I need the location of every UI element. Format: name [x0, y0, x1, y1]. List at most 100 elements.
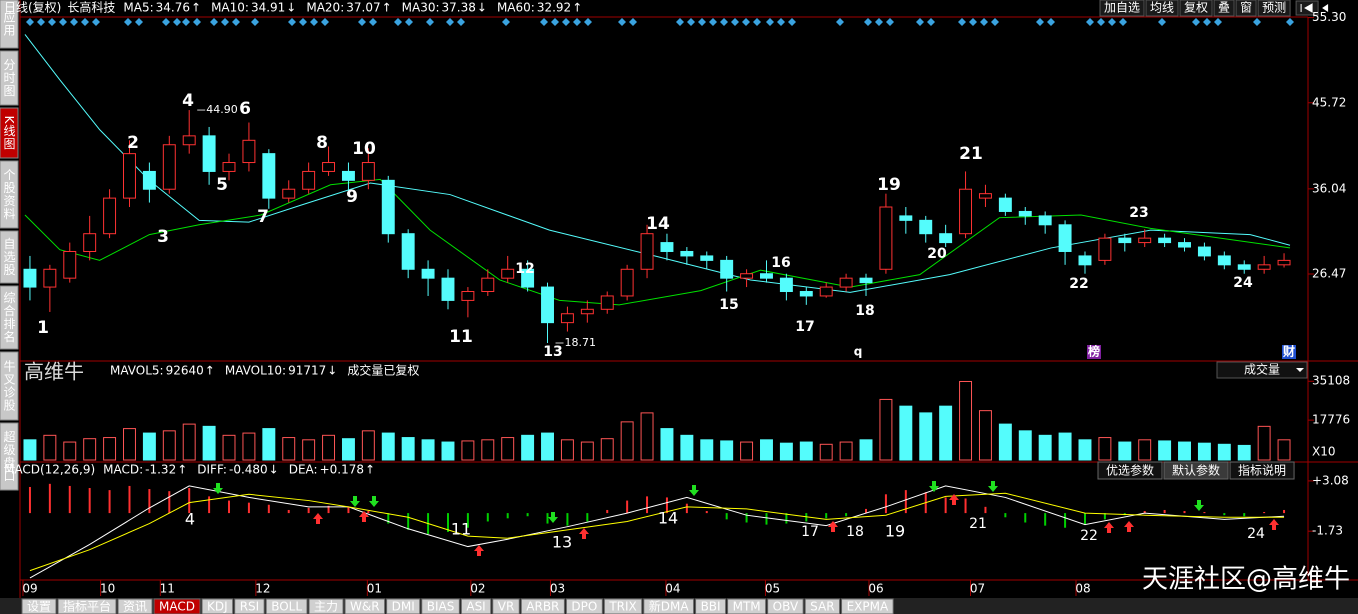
sidebar-tab[interactable]	[0, 422, 19, 491]
indicator-tab[interactable]	[117, 598, 153, 614]
indicator-tab-label[interactable]: VR	[498, 600, 515, 614]
indicator-tab-label[interactable]: DMI	[392, 600, 415, 614]
toolbar-button-label[interactable]: 叠	[1218, 1, 1230, 15]
toolbar-button-bg[interactable]	[1179, 0, 1213, 17]
indicator-tab[interactable]	[344, 598, 386, 614]
indicator-tab-label[interactable]: 新DMA	[649, 599, 690, 614]
toolbar-button-label[interactable]: 复权	[1184, 1, 1208, 15]
sidebar-tab[interactable]	[0, 107, 19, 159]
param-button[interactable]	[1163, 461, 1229, 480]
sidebar-tab[interactable]	[0, 285, 19, 350]
indicator-tab-label[interactable]: BIAS	[427, 600, 455, 614]
toolbar-button[interactable]: 加自选	[1099, 0, 1145, 17]
candle-body	[640, 233, 654, 270]
indicator-tab[interactable]	[565, 598, 603, 614]
signal-diamond	[991, 18, 999, 26]
signal-diamond	[958, 18, 966, 26]
toolbar-button[interactable]: 均线	[1145, 0, 1179, 17]
indicator-tab-label[interactable]: MTM	[733, 600, 761, 614]
toolbar-button-bg[interactable]	[1235, 0, 1257, 17]
wave-annotation: 18	[846, 524, 864, 540]
indicator-tab-label[interactable]: ARBR	[526, 600, 559, 614]
indicator-tab-label[interactable]: ASI	[466, 600, 485, 614]
toolbar-button-label[interactable]: 预测	[1262, 1, 1286, 15]
volume-bar	[998, 423, 1012, 461]
sidebar-tab[interactable]	[0, 160, 19, 229]
indicator-tab[interactable]	[57, 598, 117, 614]
indicator-tab-label[interactable]: OBV	[773, 600, 799, 614]
param-button-label[interactable]: 默认参数	[1172, 463, 1220, 478]
nav-next[interactable]	[1322, 4, 1329, 12]
indicator-tab-label[interactable]: SAR	[810, 600, 834, 614]
candle-body	[441, 277, 455, 301]
toolbar-button[interactable]: 窗	[1235, 0, 1257, 17]
indicator-tab[interactable]	[695, 598, 727, 614]
indicator-tab-label[interactable]: W&R	[350, 600, 380, 614]
indicator-tab[interactable]	[841, 598, 894, 614]
indicator-tab[interactable]	[603, 598, 643, 614]
param-button[interactable]	[1229, 461, 1295, 480]
candle-body	[103, 197, 117, 235]
indicator-tab[interactable]	[265, 598, 308, 614]
event-marker[interactable]: 榜	[1088, 344, 1100, 359]
candle-body	[839, 277, 853, 288]
indicator-tab[interactable]	[727, 598, 767, 614]
indicator-tab-label[interactable]: 主力	[314, 600, 338, 614]
indicator-tab[interactable]	[386, 598, 421, 614]
indicator-tab-label[interactable]: KDJ	[207, 600, 228, 614]
indicator-tab[interactable]	[492, 598, 520, 614]
toolbar-button-label[interactable]: 窗	[1240, 1, 1252, 15]
indicator-tab[interactable]	[153, 598, 201, 614]
candle-body	[720, 259, 734, 279]
toolbar-button-label[interactable]: 加自选	[1104, 1, 1140, 15]
indicator-tab[interactable]	[460, 598, 492, 614]
indicator-tab-label[interactable]: RSI	[240, 600, 260, 614]
toolbar-button-bg[interactable]	[1145, 0, 1179, 17]
indicator-tab[interactable]	[767, 598, 804, 614]
indicator-tab[interactable]	[520, 598, 565, 614]
sidebar-tab[interactable]	[0, 50, 19, 106]
indicator-tab[interactable]	[643, 598, 695, 614]
indicator-tab-label[interactable]: BOLL	[271, 600, 302, 614]
indicator-tab-label[interactable]: 指标平台	[63, 599, 111, 614]
sidebar-tab[interactable]	[0, 230, 19, 284]
candle-body	[1058, 224, 1072, 252]
indicator-tab-label[interactable]: EXPMA	[847, 600, 889, 614]
toolbar-button[interactable]: 叠	[1213, 0, 1235, 17]
candle-body	[341, 170, 355, 181]
indicator-tab[interactable]	[234, 598, 265, 614]
event-marker[interactable]: 财	[1282, 344, 1295, 359]
indicator-tab-label[interactable]: TRIX	[608, 600, 636, 614]
toolbar-button-bg[interactable]	[1257, 0, 1291, 17]
candle-body	[1217, 255, 1231, 266]
indicator-tab-label[interactable]: BBI	[701, 600, 721, 614]
sidebar-tab[interactable]	[0, 0, 19, 49]
event-marker[interactable]: q	[854, 345, 863, 359]
indicator-tab[interactable]	[421, 598, 460, 614]
indicator-tab[interactable]	[308, 598, 344, 614]
indicator-tab[interactable]	[201, 598, 234, 614]
toolbar-button-label[interactable]: 均线	[1150, 1, 1174, 15]
toolbar-button[interactable]: 预测	[1257, 0, 1291, 17]
indicator-select[interactable]	[1216, 361, 1308, 379]
volume-bar	[1217, 443, 1231, 461]
signal-diamond	[788, 18, 796, 26]
sidebar-tab[interactable]	[0, 351, 19, 421]
ma-label: MA60:	[497, 1, 535, 15]
indicator-tab-label[interactable]: MACD	[159, 600, 195, 614]
toolbar-button[interactable]: 复权	[1179, 0, 1213, 17]
toolbar-button-bg[interactable]	[1213, 0, 1235, 17]
toolbar-button-bg[interactable]	[1099, 0, 1145, 17]
param-button-label[interactable]: 优选参数	[1106, 463, 1154, 478]
signal-diamond	[864, 18, 872, 26]
indicator-tab-label[interactable]: DPO	[571, 600, 597, 614]
candle-body	[282, 188, 296, 199]
param-button[interactable]	[1097, 461, 1163, 480]
indicator-tab-label[interactable]: 设置	[27, 600, 51, 614]
indicator-tab-label[interactable]: 资讯	[123, 600, 147, 614]
indicator-tab[interactable]	[21, 598, 57, 614]
volume-bar	[660, 428, 674, 461]
param-button-label[interactable]: 指标说明	[1238, 463, 1286, 478]
indicator-tab[interactable]	[804, 598, 841, 614]
candle-body	[23, 268, 37, 288]
